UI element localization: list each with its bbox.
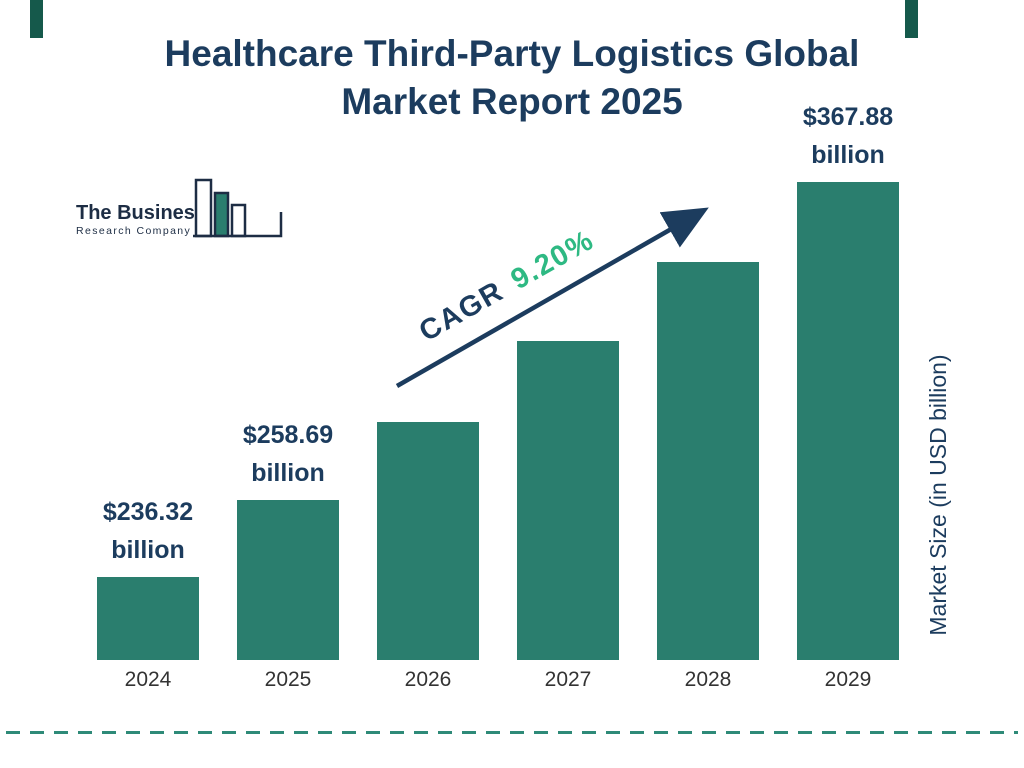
x-axis-label-2025: 2025 bbox=[264, 668, 312, 691]
bar-chart-logo-icon bbox=[193, 178, 283, 238]
bottom-dashed-line bbox=[6, 731, 1018, 734]
value-label-2025: $258.69 billion bbox=[242, 421, 334, 487]
cagr-trend-arrow bbox=[395, 207, 709, 388]
y-axis-label: Market Size (in USD billion) bbox=[925, 354, 951, 636]
corner-accent-right bbox=[905, 0, 918, 38]
bar-2028 bbox=[657, 262, 759, 660]
page-title: Healthcare Third-Party Logistics Global M… bbox=[0, 30, 1024, 126]
bar-2025 bbox=[237, 500, 339, 660]
bar-2026 bbox=[377, 422, 479, 660]
bar-2027 bbox=[517, 341, 619, 660]
title-line-1: Healthcare Third-Party Logistics Global bbox=[164, 33, 860, 74]
x-axis-label-2026: 2026 bbox=[404, 668, 452, 691]
title-line-2: Market Report 2025 bbox=[341, 81, 683, 123]
bar-2029 bbox=[797, 182, 899, 660]
bar-2024 bbox=[97, 577, 199, 660]
x-axis-label-2029: 2029 bbox=[824, 668, 872, 691]
x-axis-label-2024: 2024 bbox=[124, 668, 172, 691]
logo-name: The Business bbox=[76, 202, 207, 224]
logo-tagline: Research Company bbox=[76, 225, 192, 237]
company-logo: The Business Research Company bbox=[76, 202, 206, 237]
x-axis-label-2028: 2028 bbox=[684, 668, 732, 691]
value-label-2029: $367.88 billion bbox=[802, 103, 894, 169]
x-axis-label-2027: 2027 bbox=[544, 668, 592, 691]
value-label-2024: $236.32 billion bbox=[102, 498, 194, 564]
corner-accent-left bbox=[30, 0, 43, 38]
